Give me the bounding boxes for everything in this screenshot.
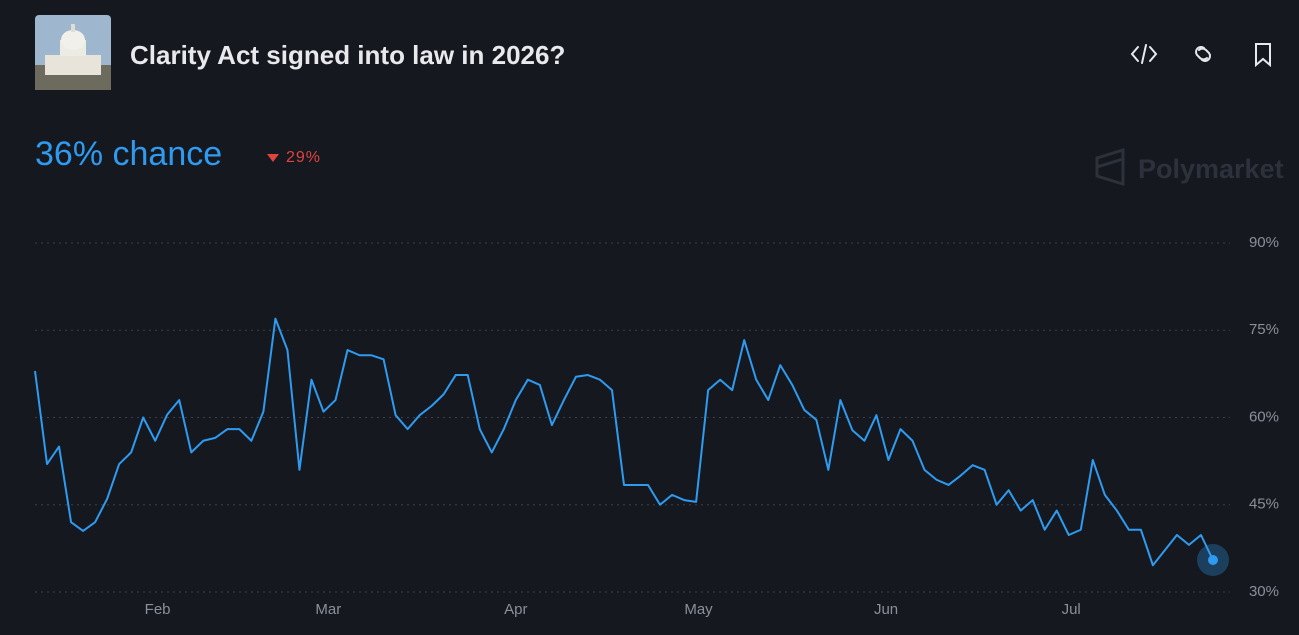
end-dot — [1208, 555, 1218, 566]
x-tick-label: Feb — [145, 601, 171, 618]
brand: Polymarket — [1138, 154, 1284, 184]
embed-icon[interactable] — [1130, 44, 1158, 64]
title: Clarity Act signed into law in 2026? — [130, 40, 565, 70]
x-tick-label: Apr — [504, 601, 527, 618]
brand-logo — [1095, 147, 1125, 187]
y-tick-label: 60% — [1249, 408, 1279, 425]
x-tick-label: Mar — [315, 601, 341, 618]
y-tick-label: 30% — [1249, 583, 1279, 600]
y-tick-label: 75% — [1249, 321, 1279, 338]
link-icon[interactable] — [1195, 46, 1211, 62]
price-line — [34, 317, 1214, 567]
toolbar[interactable] — [1130, 43, 1271, 68]
change: 29% — [286, 149, 321, 166]
x-tick-label: Jun — [874, 601, 898, 618]
x-tick-label: May — [684, 601, 713, 618]
x-tick-label: Jul — [1062, 601, 1081, 618]
bookmark-icon[interactable] — [1255, 43, 1271, 68]
y-tick-label: 90% — [1249, 234, 1279, 251]
thumbnail — [35, 15, 111, 90]
down-arrow — [267, 154, 279, 162]
chance: 36% chance — [35, 135, 222, 173]
y-tick-label: 45% — [1249, 496, 1279, 513]
